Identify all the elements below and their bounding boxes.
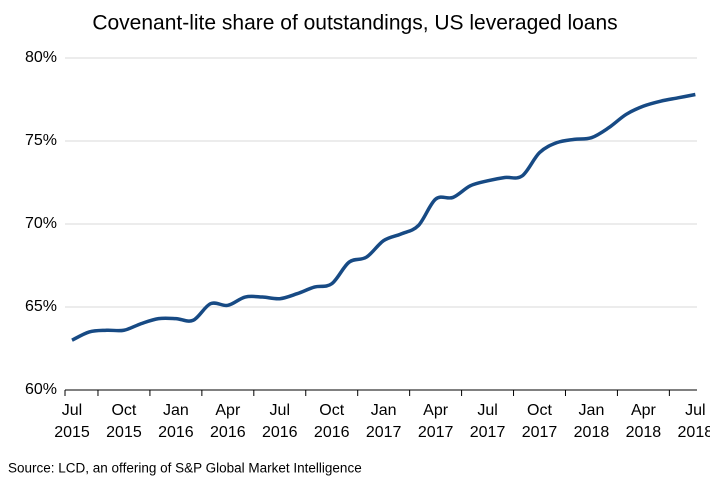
y-tick-label: 75% (25, 132, 57, 149)
x-tick-label: Oct 2017 (522, 402, 558, 441)
x-tick-label: Apr 2018 (626, 402, 662, 441)
x-tick-label: Jul 2015 (54, 402, 90, 441)
x-tick-label: Jan 2018 (574, 402, 610, 441)
y-tick-label: 65% (25, 298, 57, 315)
x-tick-label: Oct 2015 (106, 402, 142, 441)
y-tick-label: 60% (25, 381, 57, 398)
x-tick-label: Jan 2017 (366, 402, 402, 441)
y-tick-label: 80% (25, 49, 57, 66)
x-tick-label: Jul 2018 (678, 402, 710, 441)
x-tick-label: Jul 2017 (470, 402, 506, 441)
source-note: Source: LCD, an offering of S&P Global M… (8, 461, 362, 476)
x-tick-label: Jan 2016 (158, 402, 194, 441)
x-tick-label: Apr 2016 (210, 402, 246, 441)
data-line (71, 92, 696, 342)
y-tick-label: 70% (25, 215, 57, 232)
x-tick-label: Apr 2017 (418, 402, 454, 441)
chart-title: Covenant-lite share of outstandings, US … (92, 12, 617, 35)
x-tick-label: Jul 2016 (262, 402, 298, 441)
x-tick-label: Oct 2016 (314, 402, 350, 441)
